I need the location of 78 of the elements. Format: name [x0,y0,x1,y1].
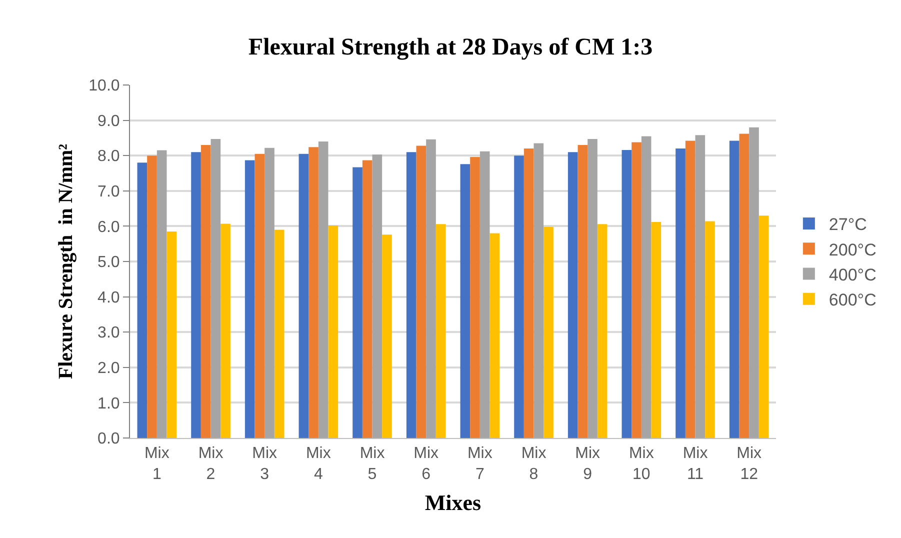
bar [514,156,524,438]
bar [480,151,490,438]
x-tick-label: Mix 5 [360,445,385,483]
bar [685,140,696,438]
bar [166,232,177,438]
legend-label: 27°C [828,215,867,234]
bar [156,150,167,438]
y-tick-label: 2.0 [98,360,120,377]
y-tick-label: 4.0 [98,289,120,306]
legend-label: 200°C [828,240,876,260]
bar [436,224,446,438]
bar [597,224,608,438]
bar [524,148,534,438]
legend-label: 600°C [828,290,876,310]
y-tick-label: 7.0 [98,184,120,200]
bar [191,152,201,438]
chart-title: Flexural Strength at 28 Days of CM 1:3 [248,34,653,60]
y-tick-label: 5.0 [98,254,120,272]
bar [676,148,686,438]
x-tick-label: Mix 6 [414,445,439,483]
bar [622,150,632,438]
y-tick-label: 0.0 [98,430,120,448]
bar [490,233,500,438]
bar [244,160,255,438]
bar [534,143,544,438]
bar [264,148,274,438]
bar [426,139,436,438]
bar [382,234,392,438]
bar [705,221,715,438]
bar [372,154,382,438]
bar [328,225,338,438]
bar [651,222,662,438]
bar [298,154,309,438]
bar [749,127,759,438]
x-tick-label: Mix 12 [736,445,762,483]
x-axis-title: Mixes [424,490,482,515]
x-tick-label: Mix 10 [628,445,654,483]
bar [274,230,284,438]
x-tick-label: Mix 1 [144,445,170,483]
bar [695,135,706,438]
bar [641,136,652,438]
bar [544,226,554,438]
bar [470,157,480,438]
bar [460,164,470,438]
y-tick-label: 8.0 [98,148,120,166]
y-tick-label: 6.0 [98,218,120,236]
y-axis-title: Flexure Strength in N/mm² [55,144,78,380]
bar [588,139,598,438]
bar [406,152,416,438]
x-tick-label: Mix 4 [306,445,331,483]
y-tick-label: 1.0 [98,395,120,412]
x-tick-label: Mix 8 [521,445,546,483]
bar [147,156,157,438]
y-tick-label: 9.0 [98,112,120,130]
x-tick-label: Mix 11 [682,445,708,483]
x-tick-label: Mix 2 [198,445,224,483]
x-tick-label: Mix 9 [575,445,600,483]
y-tick-label: 3.0 [98,324,120,342]
bar [739,134,750,438]
x-tick-label: Mix 3 [252,445,278,483]
x-tick-label: Mix 7 [467,445,492,483]
bar [318,141,328,438]
bar [308,147,318,438]
bar [210,139,221,438]
bar [758,216,769,438]
bar [220,224,230,438]
bar [578,145,588,438]
bar [200,145,211,438]
bar [416,146,426,438]
bar [137,162,148,438]
bar [352,167,362,438]
y-tick-label: 10.0 [88,78,120,95]
bar [568,152,578,438]
bar [254,154,265,438]
legend-label: 400°C [828,265,876,284]
bar [729,140,740,438]
bar [362,160,372,438]
bar [632,142,642,438]
